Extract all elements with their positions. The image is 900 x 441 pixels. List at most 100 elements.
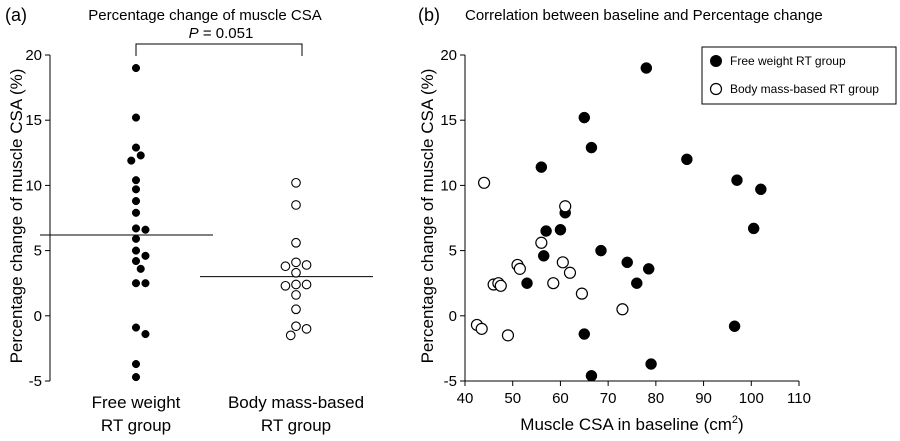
panel-a-point-free-weight	[131, 323, 141, 332]
panel-a-title: Percentage change of muscle CSA	[88, 7, 321, 24]
panel-b-point-free-weight	[621, 256, 633, 269]
panel-b-point-free-weight	[578, 328, 591, 340]
panel-a-point-body-mass	[291, 304, 301, 315]
panel-b-point-free-weight	[681, 153, 693, 166]
panel-b-point-free-weight	[640, 62, 653, 74]
panel-b-point-free-weight	[585, 370, 598, 382]
x-axis-label-text: Muscle CSA in baseline (cm	[520, 415, 732, 434]
panel-b-point-free-weight	[728, 320, 741, 332]
panel-b-y-tick-label: 0	[449, 308, 457, 325]
panel-a-point-free-weight	[131, 63, 141, 73]
panel-b-point-body-mass	[575, 287, 589, 300]
panel-b-point-body-mass	[616, 303, 629, 316]
panel-b-y-axis-label: Percentage change of muscle CSA (%)	[418, 69, 437, 364]
panel-b-y-tick-label: 15	[440, 112, 457, 129]
panel-b-point-body-mass	[563, 266, 577, 279]
panel-a-point-free-weight	[131, 373, 141, 382]
panel-a-y-tick-label: 0	[34, 308, 42, 325]
panel-b-point-free-weight	[731, 174, 743, 186]
legend-box	[701, 46, 897, 105]
panel-a-point-free-weight	[141, 225, 150, 234]
panel-b-point-body-mass	[494, 279, 507, 292]
panel-b-y-tick-label: 5	[449, 243, 457, 260]
panel-a-y-tick-label: 20	[25, 47, 42, 64]
panel-b-point-body-mass	[556, 256, 569, 269]
panel-a-y-tick-label: 10	[25, 177, 42, 194]
panel-b-x-tick-label: 110	[787, 390, 811, 407]
x-axis-label-close: )	[738, 415, 744, 434]
panel-a-point-body-mass	[291, 279, 301, 290]
panel-b-point-free-weight	[755, 183, 767, 196]
panel-a-point-free-weight	[131, 279, 141, 288]
significance-bracket	[135, 43, 303, 56]
panel-b-point-free-weight	[535, 161, 548, 173]
panel-b-point-body-mass	[501, 329, 515, 342]
panel-a-y-tick-label: 15	[25, 112, 42, 129]
panel-a-point-free-weight	[131, 113, 141, 122]
p-value-annotation: P = 0.051	[189, 25, 254, 42]
panel-b-x-tick-label: 90	[695, 390, 712, 407]
panel-a-point-body-mass	[291, 321, 301, 332]
panel-a-point-body-mass	[291, 257, 301, 268]
panel-a-y-tick-label: 5	[34, 243, 42, 260]
legend-marker-free-weight	[710, 55, 722, 67]
panel-b-point-free-weight	[540, 225, 552, 237]
panel-b-point-free-weight	[521, 277, 533, 289]
panel-a-point-body-mass	[301, 260, 312, 270]
panel-a-point-free-weight	[131, 246, 141, 255]
panel-a-point-free-weight	[131, 196, 141, 206]
panel-a-point-body-mass	[291, 177, 301, 188]
chart-marks: -5 0 5 10 15 20 -5 0 5 10 15 20 40 50 60 70 80 90 100 110	[25, 47, 811, 407]
legend-label-free-weight: Free weight RT group	[730, 54, 846, 68]
panel-b-point-body-mass	[535, 236, 548, 249]
category-free-weight-line2: RT group	[101, 416, 171, 435]
panel-a-point-body-mass	[291, 290, 301, 300]
panel-a-point-body-mass	[301, 279, 312, 290]
x-axis-label-superscript: 2	[732, 414, 738, 426]
panel-a-point-body-mass	[291, 267, 301, 278]
panel-b-y-tick-label: 20	[440, 47, 457, 64]
p-value-symbol: P	[189, 25, 199, 42]
category-body-mass-line1: Body mass-based	[228, 393, 364, 412]
panel-b-point-free-weight	[747, 222, 760, 235]
panel-b-point-body-mass	[475, 322, 488, 335]
panel-b-point-free-weight	[537, 250, 550, 262]
category-free-weight-line1: Free weight	[92, 393, 181, 412]
panel-b-point-free-weight	[554, 223, 567, 236]
panel-a-point-free-weight	[131, 256, 141, 266]
panel-a-point-free-weight	[136, 264, 145, 273]
legend-label-body-mass: Body mass-based RT group	[730, 82, 879, 96]
panel-a-point-free-weight	[141, 279, 150, 288]
panel-b-point-free-weight	[578, 111, 591, 124]
panel-a-point-body-mass	[285, 330, 296, 341]
panel-b-x-tick-label: 100	[739, 390, 764, 407]
panel-b-label: (b)	[418, 5, 440, 25]
panel-b-point-body-mass	[547, 277, 560, 290]
panel-a-point-free-weight	[136, 151, 145, 160]
panel-b-point-body-mass	[559, 200, 572, 213]
panel-b-x-axis-label: Muscle CSA in baseline (cm2)	[520, 414, 743, 434]
panel-b-point-free-weight	[631, 277, 643, 289]
panel-a-point-free-weight	[131, 224, 141, 233]
category-body-mass-line2: RT group	[261, 416, 331, 435]
panel-b-point-body-mass	[477, 176, 491, 189]
panel-a-point-body-mass	[291, 200, 301, 210]
panel-a-point-free-weight	[131, 234, 141, 243]
panel-a-label: (a)	[5, 5, 27, 25]
panel-b-x-tick-label: 40	[457, 390, 474, 407]
p-value-text: = 0.051	[199, 25, 254, 42]
panel-b-x-tick-label: 50	[504, 390, 521, 407]
panel-b-y-tick-label: -5	[444, 373, 457, 390]
panel-a-point-free-weight	[131, 176, 141, 185]
panel-b-point-free-weight	[645, 358, 657, 370]
panel-a-point-free-weight	[141, 330, 150, 339]
panel-b-point-free-weight	[595, 244, 607, 257]
panel-b-point-free-weight	[642, 263, 655, 275]
panel-b-title: Correlation between baseline and Percent…	[465, 7, 823, 24]
panel-b-x-tick-label: 80	[648, 390, 665, 407]
panel-b-point-free-weight	[585, 141, 598, 154]
panel-a-point-free-weight	[131, 208, 141, 217]
panel-a-y-axis-label: Percentage change of muscle CSA (%)	[7, 69, 26, 364]
panel-a-point-free-weight	[131, 143, 141, 152]
